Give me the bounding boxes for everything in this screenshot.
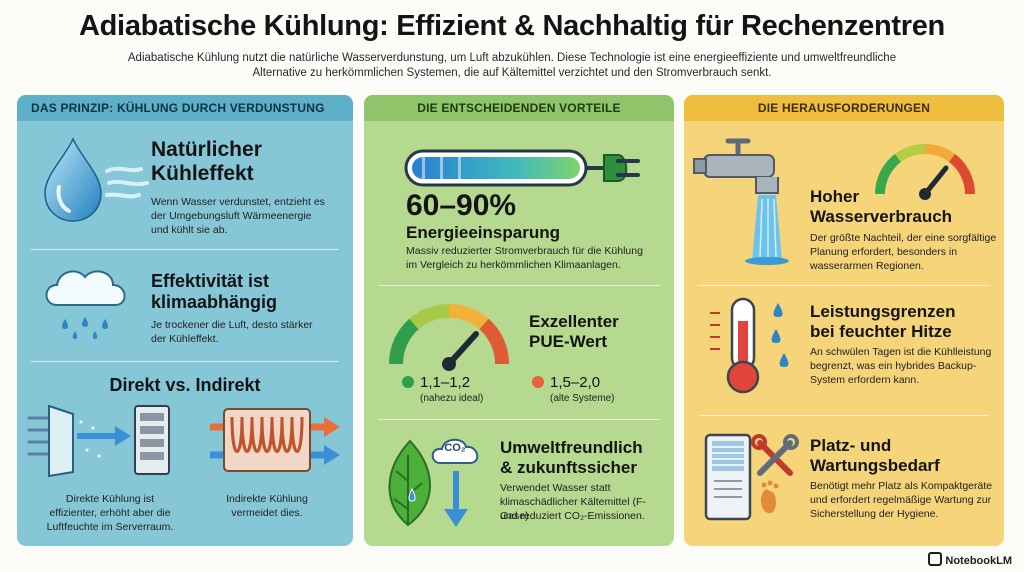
space-text-3: Sicherstellung der Hygiene. [810,508,939,520]
indirect-cooling-icon [210,408,340,472]
pue-good-value-row: 1,1–1,2 [402,374,470,391]
energy-saving-title: Energieeinsparung [406,223,560,242]
co2-label: CO₂ [444,442,466,454]
consumption-gauge-icon [875,144,975,200]
pue-title-2: PUE-Wert [529,332,608,351]
thermometer-humidity-icon [710,297,789,394]
rain-cloud-icon [45,270,126,339]
page-title: Adiabatische Kühlung: Effizient & Nachha… [79,10,945,42]
eco-title-2: & zukunftssicher [500,458,637,477]
bad-indicator-dot [532,376,544,388]
climate-title-1: Effektivität ist [151,271,270,291]
water-faucet-icon [693,138,789,265]
pue-title-1: Exzellenter [529,312,619,331]
space-title-2: Wartungsbedarf [810,456,940,475]
subtitle-line-2: Alternative zu herkömmlichen Systemen, d… [252,67,772,79]
space-title-1: Platz- und [810,436,892,455]
indirect-text-2: vermeidet dies. [231,507,303,519]
divider [31,249,339,250]
pue-bad-value: 1,5–2,0 [550,374,601,391]
brand-name: NotebookLM [945,555,1012,567]
challenges-heading: Die Herausforderungen [684,95,1004,121]
water-use-text-2: Planung erfordert, besonders in [810,246,958,258]
energy-saving-value: 60–90% [406,189,517,222]
eco-text-1: Verwendet Wasser statt [500,482,611,494]
climate-text-2: der Kühleffekt. [151,333,219,345]
humid-heat-title-2: bei feuchter Hitze [810,322,952,341]
humid-heat-title-1: Leistungsgrenzen [810,302,956,321]
challenges-panel: Die Herausforderungen Hoher Wasserverbra… [684,95,1004,546]
eco-text-2: klimaschädlicher Kältemittel (F-Gase) [500,496,646,522]
natural-cooling-text-2: der Umgebungsluft Wärmeenergie [151,210,312,222]
divider [698,285,990,286]
natural-cooling-text-3: und kühlt sie ab. [151,224,228,236]
natural-cooling-title-2: Kühleffekt [151,162,254,185]
leaf-co2-icon [388,438,479,527]
water-use-text-3: wasserarmen Regionen. [810,260,924,272]
good-indicator-dot [402,376,414,388]
direct-text-1: Direkte Kühlung ist [65,493,155,505]
pue-good-value: 1,1–1,2 [420,374,471,391]
water-use-title-2: Wasserverbrauch [810,207,953,226]
divider [378,285,660,286]
principle-heading: Das Prinzip: Kühlung durch Verdunstung [17,95,353,121]
humid-heat-text-3: System erfordern kann. [810,374,920,386]
climate-text-1: Je trockener die Luft, desto stärker [151,319,313,331]
direct-text-3: Luftfeuchte im Serverraum. [46,521,174,533]
pue-gauge-icon [388,303,510,371]
water-drop-icon [44,137,149,222]
eco-text-3: und reduziert CO₂-Emissionen. [500,510,645,522]
humid-heat-text-2: begrenzt, was ein hybrides Backup- [810,360,977,372]
advantages-heading: Die entscheidenden Vorteile [364,95,674,121]
subtitle-line-1: Adiabatische Kühlung nutzt die natürlich… [127,52,897,64]
brand-watermark: NotebookLM [928,552,1012,567]
pue-bad-note: (alte Systeme) [550,393,615,404]
direct-text-2: effizienter, erhöht aber die [49,507,171,519]
humid-heat-text-1: An schwülen Tagen ist die Kühlleistung [810,346,992,358]
eco-title-1: Umweltfreundlich [500,438,643,457]
pue-good-note: (nahezu ideal) [420,393,484,404]
battery-plug-icon [404,149,640,187]
advantages-panel: Die entscheidenden Vorteile 60–90% Energ… [364,95,674,546]
divider [378,419,660,420]
energy-saving-text-1: Massiv reduzierter Stromverbrauch für di… [406,245,643,257]
natural-cooling-text-1: Wenn Wasser verdunstet, entzieht es [151,196,325,208]
direct-vs-indirect-title: Direkt vs. Indirekt [109,375,261,395]
direct-cooling-icon [27,404,170,478]
space-text-2: und erfordert regelmäßige Wartung zur [810,494,992,506]
energy-saving-text-2: im Vergleich zu herkömmlichen Klimaanlag… [406,259,621,271]
climate-title-2: klimaabhängig [151,292,278,312]
divider [31,361,339,362]
pue-bad-value-row: 1,5–2,0 [532,374,600,391]
natural-cooling-title-1: Natürlicher [151,138,262,161]
divider [698,415,990,416]
water-use-title-1: Hoher [810,187,860,206]
indirect-text-1: Indirekte Kühlung [226,493,308,505]
water-use-text-1: Der größte Nachteil, der eine sorgfältig… [810,232,997,244]
space-text-1: Benötigt mehr Platz als Kompaktgeräte [810,480,993,492]
principle-panel: Das Prinzip: Kühlung durch Verdunstung N… [17,95,353,546]
maintenance-icon [704,433,799,521]
brand-logo-icon [928,552,943,566]
